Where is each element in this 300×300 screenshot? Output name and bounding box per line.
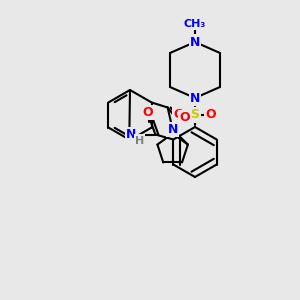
Text: O: O	[179, 111, 190, 124]
Text: CH₃: CH₃	[184, 19, 206, 29]
Text: O: O	[142, 106, 153, 119]
Text: S: S	[190, 109, 200, 122]
Text: O: O	[206, 109, 216, 122]
Text: N: N	[190, 92, 200, 104]
Text: H: H	[135, 136, 144, 146]
Text: N: N	[190, 35, 200, 49]
Text: O: O	[174, 109, 184, 122]
Text: N: N	[126, 128, 136, 141]
Text: N: N	[167, 123, 178, 136]
